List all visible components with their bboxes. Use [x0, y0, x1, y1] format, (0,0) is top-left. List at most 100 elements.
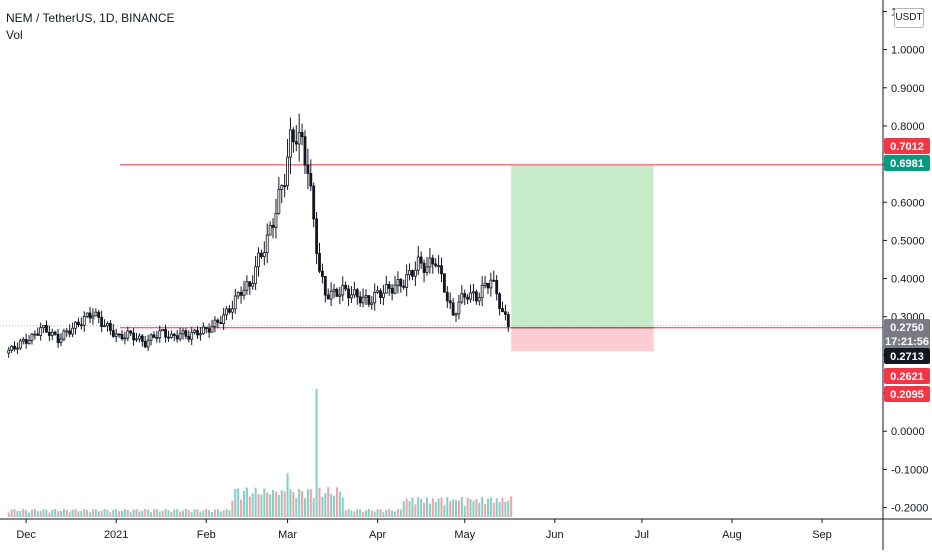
- candle: [135, 332, 138, 343]
- candle-body: [201, 326, 205, 335]
- volume-bar: [106, 509, 109, 517]
- candle: [297, 113, 301, 162]
- volume-bar: [91, 509, 94, 517]
- candle: [399, 278, 403, 293]
- candle: [146, 334, 150, 352]
- candle-body: [474, 291, 478, 302]
- candle-body: [303, 136, 307, 166]
- candle-body: [460, 293, 464, 303]
- volume-bar: [45, 509, 48, 517]
- candle: [100, 310, 104, 333]
- candle: [501, 301, 504, 313]
- candle-body: [297, 131, 301, 145]
- candle-body: [373, 291, 377, 304]
- candle-body: [320, 270, 324, 277]
- candle-body: [472, 291, 475, 294]
- volume-bar: [350, 510, 353, 517]
- candle: [440, 257, 443, 283]
- candle: [367, 295, 371, 308]
- candle: [103, 319, 106, 328]
- candle-body: [364, 295, 368, 298]
- candle: [65, 327, 69, 337]
- price-label: 0.2621: [884, 368, 930, 384]
- candle: [126, 326, 130, 342]
- volume-bar: [347, 508, 350, 517]
- candle: [53, 330, 57, 336]
- candle: [361, 288, 365, 308]
- candle: [364, 289, 368, 306]
- candle: [338, 286, 342, 305]
- candle-body: [344, 284, 348, 290]
- candle-body: [413, 269, 417, 277]
- candle-body: [498, 293, 502, 309]
- x-tick-label: May: [454, 529, 475, 541]
- candle: [280, 184, 284, 204]
- volume-bar: [237, 488, 240, 517]
- candle-body: [457, 301, 461, 315]
- price-label-text: 0.2095: [890, 389, 924, 401]
- candle-body: [259, 252, 263, 258]
- candle: [167, 330, 170, 342]
- volume-bar: [484, 503, 487, 517]
- candle: [323, 276, 327, 303]
- volume-bar: [405, 498, 408, 517]
- candle-body: [21, 338, 25, 342]
- candle-body: [268, 224, 272, 236]
- chart-legend: NEM / TetherUS, 1D, BINANCE Vol: [6, 10, 175, 44]
- candle: [442, 273, 446, 293]
- volume-bar: [228, 510, 231, 517]
- x-tick-label: Aug: [722, 529, 742, 541]
- volume-bar: [402, 501, 405, 517]
- candle: [315, 212, 319, 265]
- candle-body: [277, 189, 281, 214]
- volume-bar: [330, 493, 333, 517]
- volume-bar: [260, 494, 263, 517]
- candle-body: [111, 330, 115, 337]
- candle-body: [361, 296, 365, 304]
- price-label-bg: [884, 138, 930, 154]
- volume-bar: [54, 509, 57, 517]
- volume-bar: [344, 510, 347, 517]
- candle-body: [85, 312, 89, 317]
- candle: [477, 292, 481, 306]
- candle: [393, 275, 397, 295]
- candle: [486, 282, 490, 295]
- candle-body: [74, 321, 77, 329]
- volume-bar: [202, 510, 205, 517]
- candle-body: [164, 328, 167, 338]
- candle: [506, 311, 510, 332]
- currency-button[interactable]: USDT: [894, 8, 924, 28]
- volume-bar: [280, 490, 283, 517]
- volume-bar: [455, 500, 458, 517]
- volume-bar: [190, 512, 193, 517]
- volume-bar: [158, 511, 161, 517]
- volume-bar: [42, 509, 45, 517]
- symbol-title: NEM / TetherUS, 1D, BINANCE: [6, 11, 175, 25]
- candle-body: [228, 308, 231, 313]
- candle: [114, 328, 118, 343]
- candle-body: [352, 289, 356, 296]
- volume-bar: [219, 511, 222, 517]
- volume-bar: [269, 494, 272, 517]
- volume-bar: [164, 508, 167, 517]
- candle: [332, 283, 336, 299]
- candle-body: [399, 278, 403, 287]
- candle: [204, 326, 208, 334]
- candle-body: [367, 295, 371, 305]
- volume-indicator-label[interactable]: Vol: [6, 28, 23, 42]
- volume-bar: [396, 509, 399, 517]
- candle: [68, 324, 72, 338]
- candle: [291, 127, 295, 153]
- candle: [129, 330, 133, 337]
- candle: [451, 297, 455, 316]
- candle-body: [7, 349, 11, 354]
- candle-body: [27, 340, 31, 344]
- candle: [181, 328, 185, 340]
- volume-bar: [86, 509, 89, 517]
- volume-bar: [208, 510, 211, 517]
- candle: [77, 317, 80, 328]
- candle-body: [114, 333, 118, 337]
- volume-bar: [475, 498, 478, 517]
